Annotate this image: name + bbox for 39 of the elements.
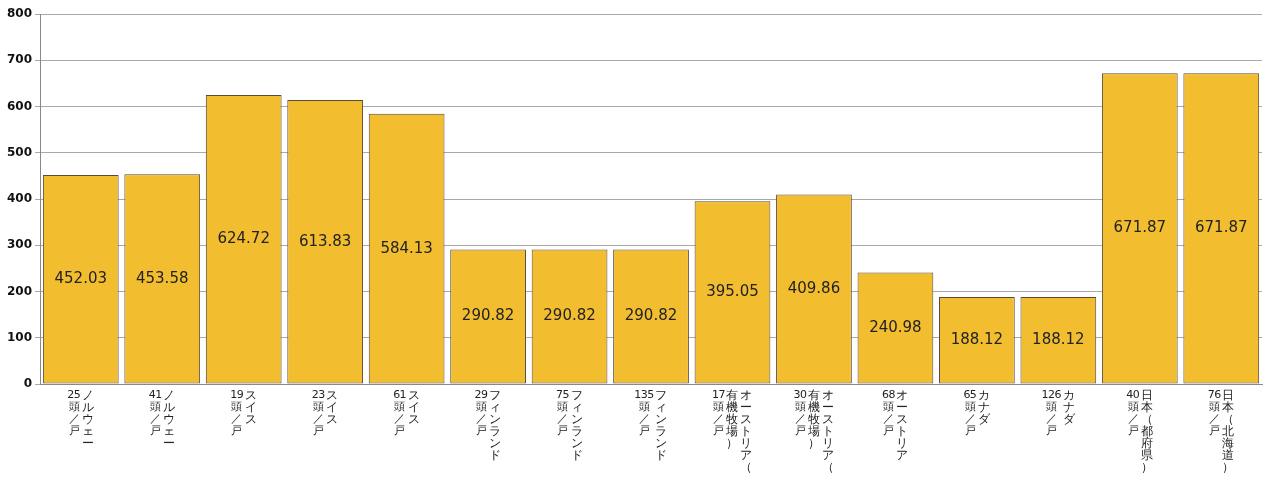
data-label: 671.87 [1195, 218, 1248, 237]
category-label: 日本（都府県） 40頭／戸 [1126, 388, 1153, 474]
data-label: 188.12 [950, 330, 1004, 349]
category-label: フィンランド 75頭／戸 [556, 388, 583, 462]
category-label: フィンランド 135頭／戸 [634, 388, 668, 462]
data-label: 188.12 [1032, 330, 1085, 349]
x-tick-label: スイス 61頭／戸 [393, 388, 421, 439]
y-tick-label: 400 [6, 191, 33, 206]
data-label: 452.03 [54, 269, 108, 288]
category-label: フィンランド 29頭／戸 [474, 388, 502, 462]
y-tick-label: 600 [6, 98, 33, 113]
data-label: 290.82 [461, 306, 515, 325]
data-label: 409.86 [787, 278, 841, 297]
x-tick-label: カナダ 65頭／戸 [963, 388, 991, 439]
y-tick-label: 700 [6, 52, 33, 67]
data-label: 613.83 [298, 231, 352, 250]
x-tick-label: スイス 19頭／戸 [230, 388, 258, 439]
y-tick-label: 300 [6, 237, 33, 252]
data-label: 240.98 [869, 317, 922, 336]
data-label: 290.82 [543, 306, 596, 325]
data-label: 290.82 [624, 306, 678, 325]
y-tick-label: 800 [6, 6, 33, 21]
data-label: 671.87 [1113, 218, 1167, 237]
data-label: 395.05 [706, 282, 759, 301]
category-label: 日本（北海道） 76頭／戸 [1207, 388, 1235, 474]
y-tick-label: 100 [6, 329, 33, 344]
category-label: ノルウェー 25頭／戸 [67, 388, 94, 450]
y-tick-label: 500 [6, 144, 33, 159]
category-label: オーストリア 68頭／戸 [881, 388, 909, 462]
category-label: ノルウェー 41頭／戸 [148, 388, 176, 450]
x-tick-label: カナダ 126頭／戸 [1041, 388, 1076, 439]
y-tick-label: 200 [6, 283, 33, 298]
y-tick-label: 0 [23, 376, 33, 391]
data-label: 624.72 [217, 229, 270, 248]
x-tick-label: スイス 23頭／戸 [311, 388, 339, 439]
data-label: 584.13 [380, 238, 433, 257]
category-label: オーストリア（有機牧場） 17頭／戸 [711, 388, 753, 474]
category-label: オーストリア（有機牧場） 30頭／戸 [793, 388, 834, 474]
data-label: 453.58 [135, 268, 189, 287]
